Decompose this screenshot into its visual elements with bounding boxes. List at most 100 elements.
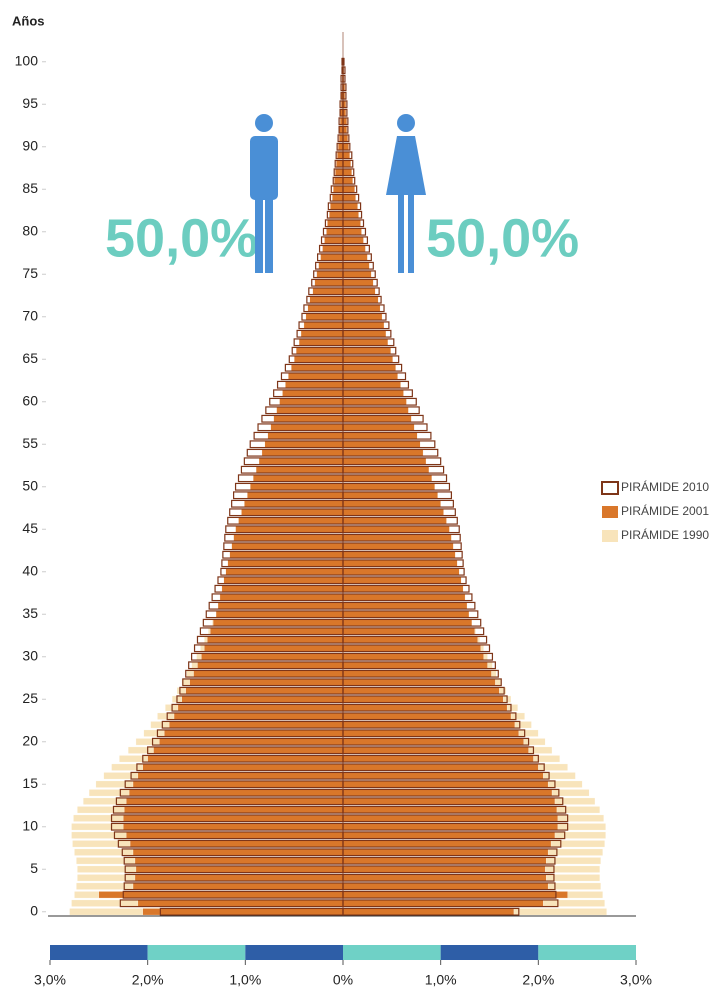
bar [342, 262, 370, 270]
bar [342, 330, 387, 338]
bar [342, 882, 549, 890]
bar [132, 882, 344, 890]
legend-swatch [602, 530, 618, 542]
bar [342, 219, 361, 227]
bar [307, 304, 344, 312]
y-tick-label: 85 [22, 180, 38, 196]
bar [329, 211, 344, 219]
bar [255, 466, 344, 474]
bar [235, 525, 344, 533]
bar [314, 279, 344, 287]
bar [342, 644, 481, 652]
bar [342, 670, 492, 678]
bar [342, 236, 364, 244]
y-tick-label: 5 [30, 860, 38, 876]
bar [342, 364, 396, 372]
bar [342, 491, 438, 499]
scale-band [538, 945, 636, 960]
bar [123, 814, 344, 822]
bar [342, 891, 568, 899]
bar [342, 398, 407, 406]
y-tick-label: 55 [22, 435, 38, 451]
bar [336, 151, 344, 159]
bar [169, 721, 344, 729]
bar [342, 534, 452, 542]
bar [241, 508, 344, 516]
bar [342, 347, 392, 355]
bar [223, 576, 344, 584]
bar [342, 780, 549, 788]
bar [264, 440, 344, 448]
bar [270, 423, 344, 431]
bar [305, 313, 344, 321]
bar [291, 364, 344, 372]
scale-band [440, 945, 539, 960]
bar [134, 857, 344, 865]
bar [135, 865, 344, 873]
bar [126, 831, 344, 839]
bar [342, 151, 350, 159]
y-tick-label: 90 [22, 137, 38, 153]
bar [342, 568, 460, 576]
bar [330, 202, 344, 210]
bar [124, 806, 344, 814]
bar [225, 568, 344, 576]
bar [332, 194, 344, 202]
bar [342, 763, 539, 771]
bar [288, 372, 344, 380]
bar [336, 160, 344, 168]
bar [298, 338, 344, 346]
y-tick-label: 35 [22, 605, 38, 621]
bar [327, 219, 344, 227]
bar [128, 789, 344, 797]
y-tick-label: 100 [15, 52, 39, 68]
bar [252, 474, 344, 482]
bar [342, 313, 383, 321]
bar [316, 270, 344, 278]
x-tick-label: 3,0% [34, 972, 66, 988]
bar [342, 840, 552, 848]
bar [342, 525, 450, 533]
scale-band [245, 945, 343, 960]
bar [342, 593, 466, 601]
scale-band [147, 945, 246, 960]
y-tick-label: 0 [30, 902, 38, 918]
y-tick-label: 80 [22, 222, 38, 238]
bar [153, 746, 344, 754]
bar [342, 542, 454, 550]
x-tick-label: 1,0% [425, 972, 457, 988]
bar [342, 211, 359, 219]
bar [342, 415, 412, 423]
bar [342, 823, 559, 831]
bar [295, 347, 344, 355]
bar [342, 500, 441, 508]
bar [142, 908, 344, 916]
bar [322, 245, 344, 253]
x-tick-label: 3,0% [620, 972, 652, 988]
bar [204, 644, 344, 652]
bar [201, 653, 344, 661]
x-tick-label: 0% [333, 972, 353, 988]
bar [342, 857, 547, 865]
bar [342, 602, 468, 610]
bar [233, 534, 344, 542]
bar [342, 908, 515, 916]
bar [219, 593, 344, 601]
bar [342, 653, 484, 661]
bar [342, 797, 556, 805]
bar [318, 262, 344, 270]
bar [342, 721, 516, 729]
bar [342, 738, 524, 746]
bar [342, 372, 398, 380]
legend-label: PIRÁMIDE 2010 [621, 479, 709, 494]
bar [342, 296, 379, 304]
bar [342, 338, 389, 346]
bar [342, 160, 351, 168]
bar [134, 874, 344, 882]
bar [342, 228, 362, 236]
y-tick-label: 30 [22, 647, 38, 663]
bar [342, 772, 544, 780]
bar [342, 627, 476, 635]
legend-label: PIRÁMIDE 1990 [621, 527, 709, 542]
